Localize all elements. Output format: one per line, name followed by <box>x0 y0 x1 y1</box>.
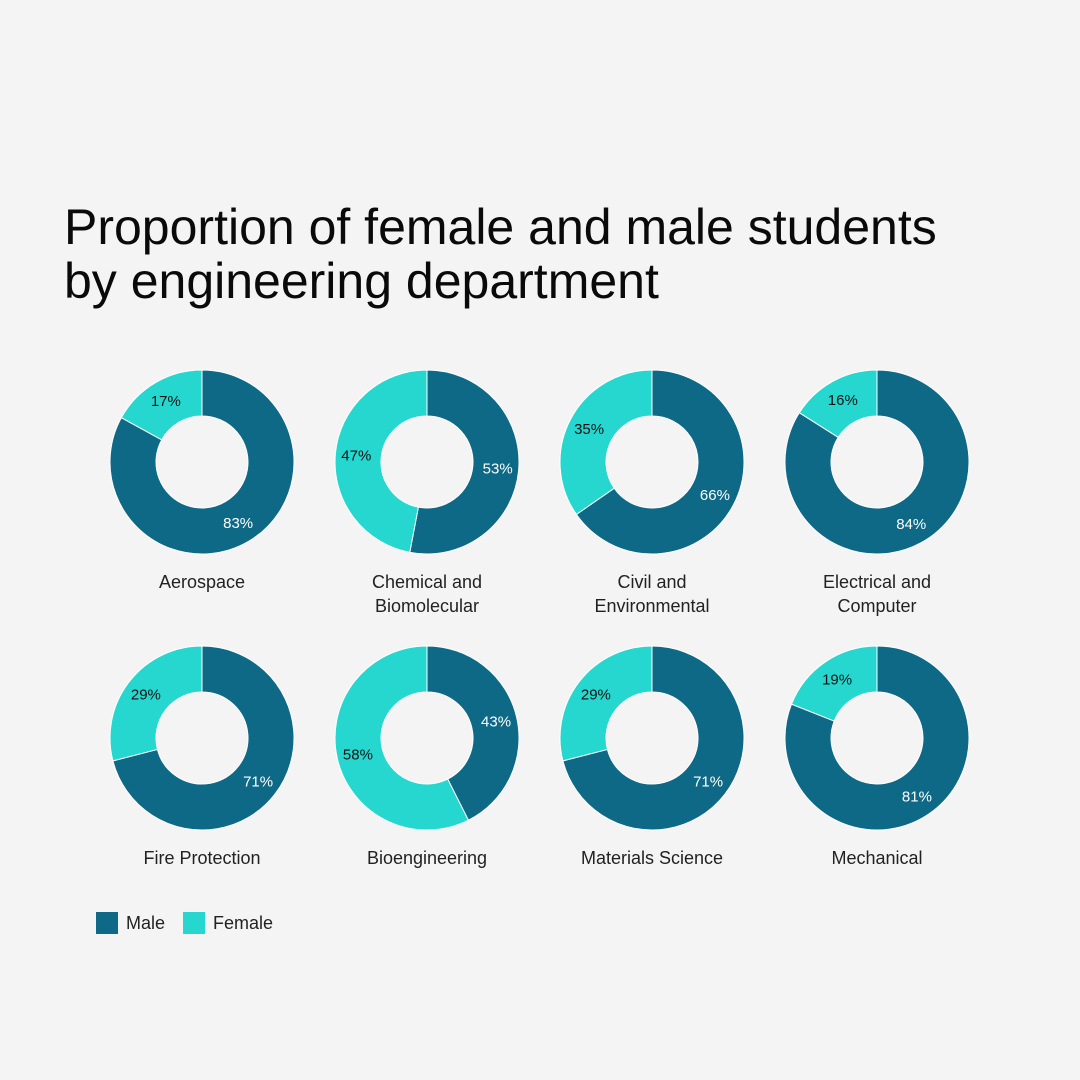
caption-chemical-and-biomolecular: Chemical and Biomolecular <box>327 570 527 618</box>
caption-mechanical: Mechanical <box>777 846 977 870</box>
slice-female-materials-science[interactable] <box>559 645 653 762</box>
caption-line: Bioengineering <box>366 848 488 868</box>
data-label-female-fire-protection: 29% <box>131 686 161 703</box>
slice-female-fire-protection[interactable] <box>109 645 203 762</box>
data-label-male-bioengineering: 43% <box>481 714 511 731</box>
data-label-female-materials-science: 29% <box>581 686 611 703</box>
caption-bioengineering: Bioengineering <box>327 846 527 870</box>
slice-male-fire-protection[interactable] <box>112 645 295 831</box>
slice-female-civil-and-environmental[interactable] <box>559 369 653 516</box>
caption-line: Materials Science <box>580 848 724 868</box>
slice-male-materials-science[interactable] <box>562 645 745 831</box>
donut-aerospace: 83% 17% <box>109 369 295 555</box>
caption-aerospace: Aerospace <box>102 570 302 594</box>
donut-bioengineering: 43% 58% <box>334 645 520 831</box>
slice-female-bioengineering[interactable] <box>334 645 470 831</box>
caption-materials-science: Materials Science <box>552 846 752 870</box>
caption-line: Chemical and <box>371 572 483 592</box>
slice-female-electrical-and-computer[interactable] <box>798 369 878 439</box>
donut-electrical-and-computer: 84% 16% <box>784 369 970 555</box>
caption-line: Environmental <box>594 596 710 616</box>
legend-swatch-male <box>96 912 118 934</box>
slice-female-aerospace[interactable] <box>120 369 203 441</box>
data-label-male-materials-science: 71% <box>693 774 723 791</box>
caption-line: Biomolecular <box>374 596 480 616</box>
caption-line: Mechanical <box>831 848 923 868</box>
donut-chemical-and-biomolecular: 53% 47% <box>334 369 520 555</box>
donut-materials-science: 71% 29% <box>559 645 745 831</box>
slice-male-civil-and-environmental[interactable] <box>575 369 745 555</box>
legend-label-male: Male <box>126 912 166 933</box>
slice-male-chemical-and-biomolecular[interactable] <box>409 369 520 555</box>
slice-female-mechanical[interactable] <box>790 645 878 722</box>
slice-male-bioengineering[interactable] <box>426 645 520 821</box>
data-label-male-electrical-and-computer: 84% <box>896 516 926 533</box>
chart-legend: Male Female <box>96 912 291 934</box>
page-title: Proportion of female and male students b… <box>64 200 1044 308</box>
donut-civil-and-environmental: 66% 35% <box>559 369 745 555</box>
caption-civil-and-environmental: Civil and Environmental <box>552 570 752 618</box>
data-label-male-aerospace: 83% <box>223 515 253 532</box>
legend-label-female: Female <box>213 912 274 933</box>
caption-line: Fire Protection <box>143 848 261 868</box>
data-label-female-electrical-and-computer: 16% <box>828 392 858 409</box>
data-label-female-aerospace: 17% <box>151 393 181 410</box>
caption-electrical-and-computer: Electrical and Computer <box>777 570 977 618</box>
slice-female-chemical-and-biomolecular[interactable] <box>334 369 428 553</box>
caption-fire-protection: Fire Protection <box>102 846 302 870</box>
legend-item-male[interactable]: Male <box>96 912 165 934</box>
data-label-male-chemical-and-biomolecular: 53% <box>483 461 513 478</box>
caption-line: Computer <box>837 596 917 616</box>
data-label-male-mechanical: 81% <box>902 789 932 806</box>
caption-line: Electrical and <box>822 572 932 592</box>
slice-male-aerospace[interactable] <box>109 369 295 555</box>
title-line-2: by engineering department <box>64 253 659 309</box>
slice-male-mechanical[interactable] <box>784 645 970 831</box>
donut-mechanical: 81% 19% <box>784 645 970 831</box>
data-label-female-civil-and-environmental: 35% <box>574 421 604 438</box>
data-label-female-mechanical: 19% <box>822 671 852 688</box>
caption-line: Civil and <box>617 572 687 592</box>
slice-male-electrical-and-computer[interactable] <box>784 369 970 555</box>
legend-item-female[interactable]: Female <box>183 912 273 934</box>
caption-line: Aerospace <box>158 572 246 592</box>
donut-fire-protection: 71% 29% <box>109 645 295 831</box>
legend-swatch-female <box>183 912 206 934</box>
data-label-female-bioengineering: 58% <box>343 746 373 763</box>
title-line-1: Proportion of female and male students <box>64 199 937 255</box>
data-label-female-chemical-and-biomolecular: 47% <box>341 447 371 464</box>
data-label-male-civil-and-environmental: 66% <box>700 487 730 504</box>
data-label-male-fire-protection: 71% <box>243 774 273 791</box>
